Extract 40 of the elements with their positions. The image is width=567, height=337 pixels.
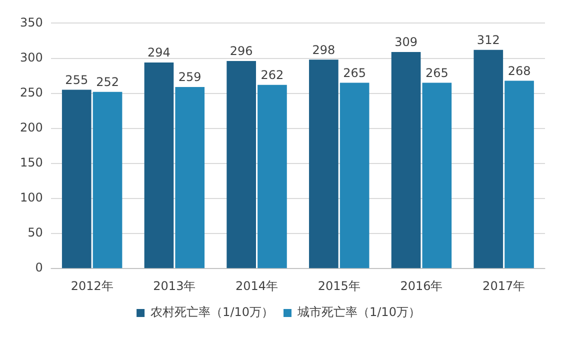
data-label: 312 — [476, 32, 500, 47]
data-label: 294 — [148, 46, 170, 60]
x-tick-label: 2016年 — [400, 278, 443, 293]
data-label: 298 — [312, 42, 336, 57]
data-label: 268 — [508, 64, 531, 78]
bar — [92, 92, 122, 268]
y-tick-label: 0 — [35, 260, 43, 275]
bar — [474, 50, 504, 268]
y-tick-label: 250 — [20, 85, 43, 100]
bar — [62, 90, 92, 268]
y-tick-label: 50 — [28, 226, 43, 240]
x-tick-label: 2014年 — [236, 278, 278, 293]
y-tick-label: 100 — [20, 190, 43, 205]
bar — [504, 80, 534, 268]
legend-label: 城市死亡率（1/10万） — [296, 305, 420, 320]
data-label: 309 — [394, 35, 418, 50]
data-label: 262 — [260, 68, 284, 82]
x-tick-label: 2013年 — [153, 278, 196, 293]
x-tick-label: 2012年 — [70, 278, 114, 293]
data-label: 265 — [425, 66, 448, 80]
bar — [144, 62, 174, 268]
x-tick-label: 2017年 — [482, 278, 526, 293]
bar — [175, 87, 205, 268]
y-tick-label: 300 — [20, 50, 43, 64]
data-label: 265 — [343, 66, 366, 80]
legend-label: 农村死亡率（1/10万） — [150, 305, 274, 320]
bar — [226, 61, 256, 268]
y-tick-label: 200 — [20, 120, 43, 134]
y-tick-label: 150 — [20, 156, 43, 170]
x-tick-label: 2015年 — [318, 278, 360, 293]
bar — [340, 82, 370, 268]
data-label: 296 — [230, 44, 253, 58]
data-label: 259 — [178, 70, 202, 84]
data-label: 252 — [96, 75, 119, 90]
data-label: 255 — [65, 72, 88, 87]
y-tick-label: 350 — [20, 15, 43, 30]
bar — [391, 52, 421, 268]
bar — [258, 84, 287, 268]
bar — [309, 60, 338, 268]
bar — [422, 82, 452, 268]
